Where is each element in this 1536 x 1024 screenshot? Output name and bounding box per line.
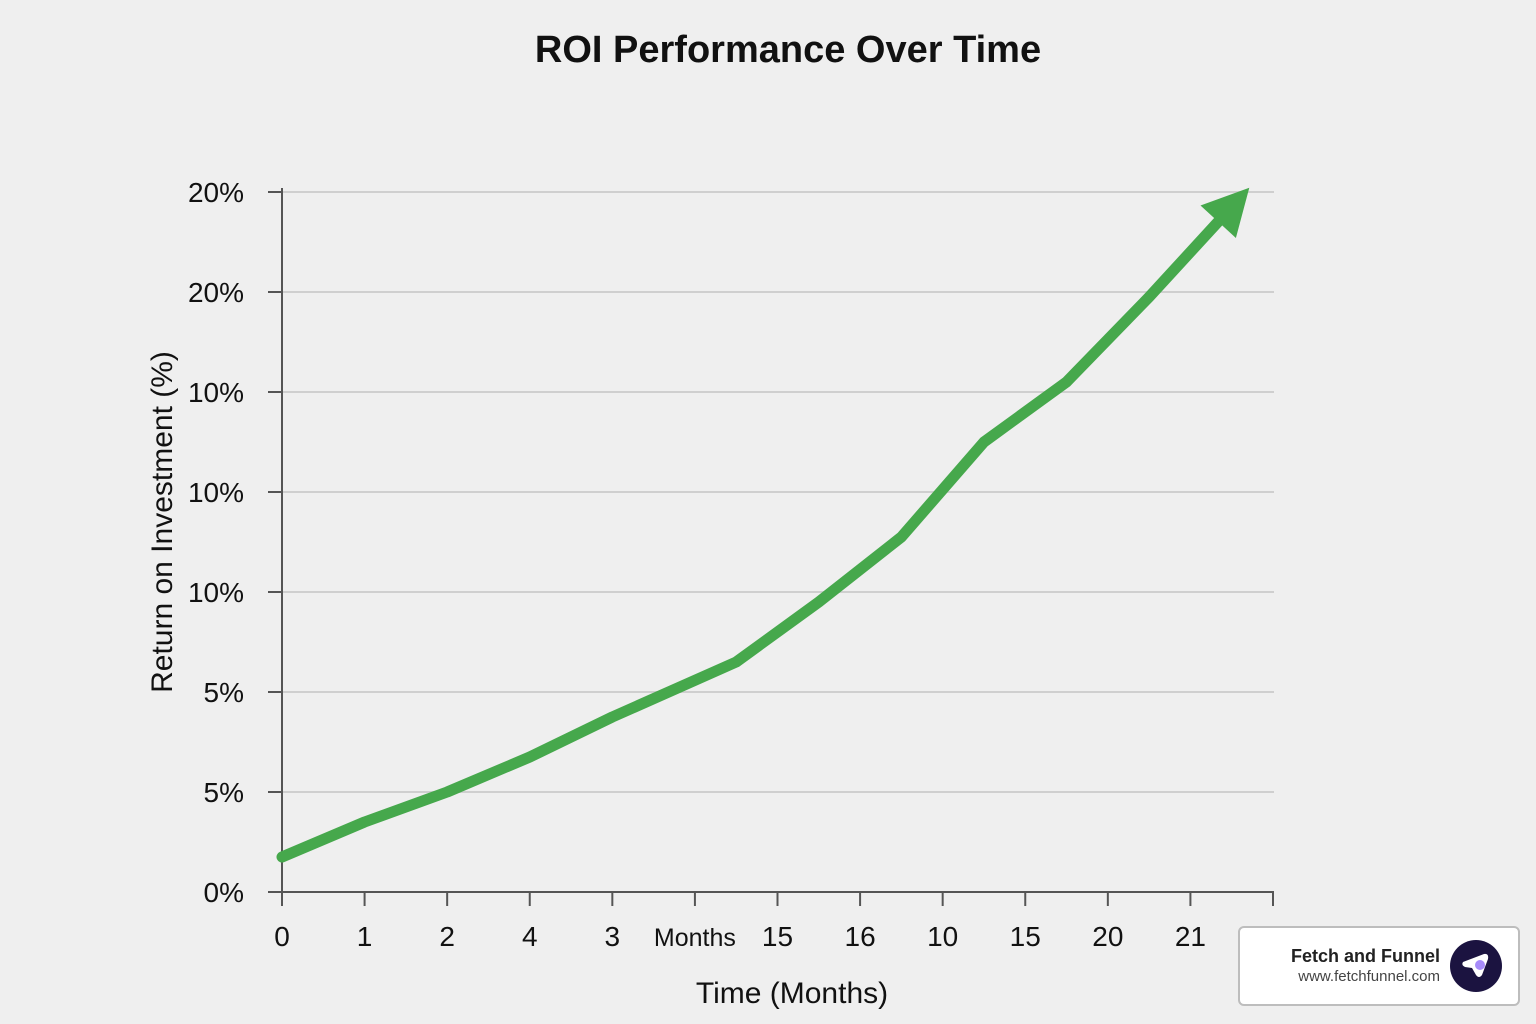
x-tick-label: 21 <box>1175 921 1206 952</box>
x-tick-label: 2 <box>439 921 455 952</box>
x-tick-label: 15 <box>762 921 793 952</box>
x-tick-label: 20 <box>1092 921 1123 952</box>
x-tick-label: 4 <box>522 921 538 952</box>
grid-lines <box>268 191 1274 793</box>
x-tick-label: 0 <box>274 921 290 952</box>
series-arrowhead <box>1200 187 1250 238</box>
brand-logo-icon <box>1450 940 1502 992</box>
watermark-card: Fetch and Funnel www.fetchfunnel.com <box>1238 926 1520 1006</box>
axes <box>268 188 1274 906</box>
watermark-url: www.fetchfunnel.com <box>1298 968 1440 985</box>
y-tick-label: 5% <box>204 677 244 708</box>
y-axis-label: Return on Investment (%) <box>146 351 179 693</box>
y-tick-label: 5% <box>204 777 244 808</box>
y-tick-label: 20% <box>188 177 244 208</box>
x-axis-label: Time (Months) <box>696 977 888 1010</box>
watermark-brand-name: Fetch and Funnel <box>1290 946 1440 966</box>
y-tick-label: 10% <box>188 377 244 408</box>
x-tick-label: Months <box>654 924 736 952</box>
x-tick-label: 10 <box>927 921 958 952</box>
watermark-text: Fetch and Funnel www.fetchfunnel.com <box>1291 945 1440 987</box>
x-tick-label: 1 <box>357 921 373 952</box>
series-layer <box>276 187 1250 863</box>
y-tick-labels: 0% 5% 5% 10% 10% 10% 20% 20% <box>188 177 244 908</box>
series-line <box>276 201 1238 863</box>
x-tick-label: 15 <box>1010 921 1041 952</box>
y-tick-label: 10% <box>188 477 244 508</box>
x-tick-label: 3 <box>605 921 621 952</box>
x-tick-label: 16 <box>845 921 876 952</box>
y-tick-label: 20% <box>188 277 244 308</box>
y-tick-label: 10% <box>188 577 244 608</box>
y-tick-label: 0% <box>204 877 244 908</box>
x-tick-labels: 01243Months15161015202124 <box>274 921 1288 952</box>
brand-logo-glyph <box>1462 953 1489 977</box>
chart-title: ROI Performance Over Time <box>535 29 1041 71</box>
